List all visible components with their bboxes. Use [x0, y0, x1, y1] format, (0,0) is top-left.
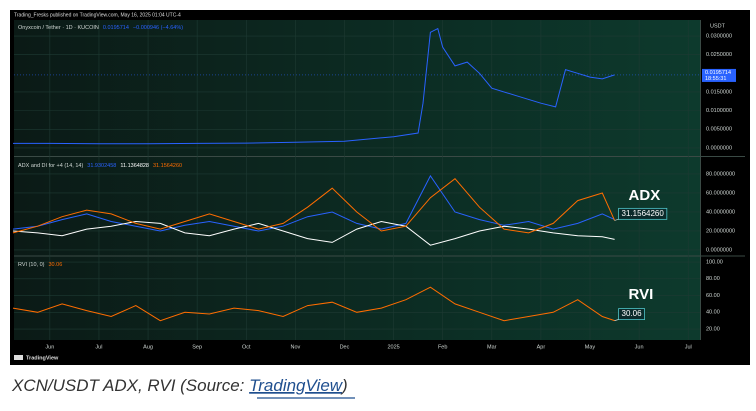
x-tick-label: Jun — [45, 344, 54, 350]
series-line — [13, 27, 615, 145]
x-tick-label: Feb — [438, 344, 447, 350]
x-tick-label: Jun — [635, 344, 644, 350]
value-pointer — [614, 319, 619, 321]
legend-value: 31.1564260 — [153, 163, 182, 169]
legend-title: Onyxcoin / Tether · 1D · KUCOIN — [18, 25, 99, 31]
y-tick-label: 0.0050000 — [706, 127, 732, 133]
x-tick-label: Dec — [340, 344, 350, 350]
legend-value: 31.9302458 — [87, 163, 116, 169]
value-pointer — [614, 219, 619, 221]
y-tick-label: 0.0300000 — [706, 33, 732, 39]
legend-title: ADX and DI for +4 (14, 14) — [18, 163, 83, 169]
caption: XCN/USDT ADX, RVI (Source: TradingView) — [11, 376, 348, 395]
price-box — [702, 68, 736, 82]
y-unit: USDT — [710, 23, 726, 29]
y-tick-label: 40.00 — [706, 310, 720, 316]
x-tick-label: Nov — [290, 344, 300, 350]
legend: RVI (10, 0) 30.06 — [18, 262, 62, 268]
legend: Onyxcoin / Tether · 1D · KUCOIN 0.0195714… — [18, 25, 183, 31]
price-label: 0.0195714 — [705, 70, 731, 76]
x-tick-label: Sep — [192, 344, 202, 350]
y-tick-label: 0.0250000 — [706, 52, 732, 58]
series-line — [12, 286, 615, 322]
legend: ADX and DI for +4 (14, 14) 31.9302458 11.1… — [18, 163, 182, 169]
caption-link[interactable]: TradingView — [249, 376, 344, 395]
legend-title: RVI (10, 0) — [18, 262, 45, 268]
series-line — [12, 178, 616, 234]
plot-area — [14, 20, 700, 340]
annotation: RVI — [629, 286, 654, 303]
y-tick-label: 0.0000000 — [706, 145, 732, 151]
value-label: 31.1564260 — [622, 209, 665, 218]
y-tick-label: 80.0000000 — [706, 171, 735, 177]
value-box — [618, 308, 645, 321]
y-tick-label: 20.0000000 — [706, 228, 735, 234]
series-line — [12, 220, 615, 246]
y-tick-label: 100.00 — [706, 259, 723, 265]
y-tick-label: 80.00 — [706, 276, 720, 282]
y-tick-label: 40.0000000 — [706, 209, 735, 215]
logo: TradingView — [26, 355, 59, 361]
x-tick-label: Jul — [95, 344, 102, 350]
x-tick-label: Aug — [143, 344, 153, 350]
legend-change: −0.000946 (−4.64%) — [133, 25, 183, 31]
caption-text: XCN/USDT ADX, RVI (Source: — [11, 376, 249, 395]
legend-value: 0.0195714 — [103, 25, 129, 31]
value-box — [618, 207, 668, 220]
legend-value: 11.1364828 — [120, 163, 149, 169]
annotation: ADX — [629, 187, 661, 204]
caption-text: ) — [340, 376, 348, 395]
x-tick-label: Jul — [685, 344, 692, 350]
legend-value: 30.06 — [49, 262, 63, 268]
y-tick-label: 60.0000000 — [706, 190, 735, 196]
series-line — [12, 174, 615, 232]
y-tick-label: 20.00 — [706, 326, 720, 332]
x-tick-label: Mar — [487, 344, 497, 350]
x-tick-label: 2025 — [387, 344, 399, 350]
y-tick-label: 0.0000000 — [706, 247, 732, 253]
logo-icon — [14, 355, 23, 360]
x-tick-label: Apr — [537, 344, 546, 350]
charts: Jun Jul Aug Sep Oct Nov Dec 2025 Feb Mar Apr May Jun… — [12, 20, 736, 350]
y-tick-label: 0.0100000 — [706, 108, 732, 114]
countdown: 18:55:31 — [705, 76, 726, 82]
y-tick-label: 60.00 — [706, 293, 720, 299]
x-tick-label: Oct — [242, 344, 251, 350]
value-label: 30.06 — [622, 309, 643, 318]
y-tick-label: 0.0150000 — [706, 89, 732, 95]
x-tick-label: May — [585, 344, 596, 350]
publisher: Trading_Fresks published on TradingView.… — [14, 12, 181, 18]
